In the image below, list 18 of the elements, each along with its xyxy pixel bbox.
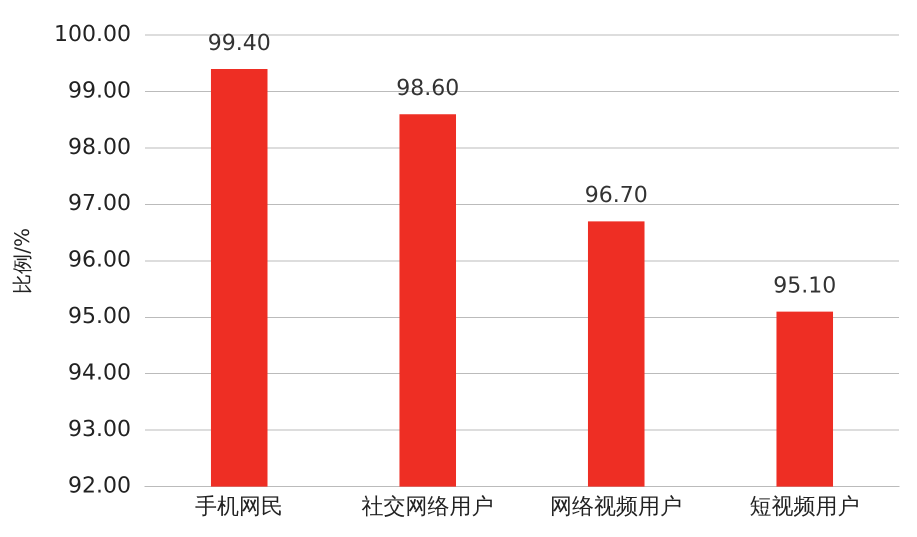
x-tick-label: 社交网络用户 [362,494,494,520]
data-label: 95.10 [773,273,836,298]
y-tick-label: 95.00 [68,304,131,330]
y-tick-label: 99.00 [68,78,131,104]
y-axis-title: 比例/% [10,228,34,294]
x-tick-label: 短视频用户 [750,494,860,520]
x-tick-label: 网络视频用户 [550,494,682,520]
y-tick-label: 93.00 [68,416,131,442]
y-tick-label: 98.00 [68,134,131,160]
y-tick-label: 92.00 [68,473,131,498]
y-tick-label: 96.00 [68,248,131,273]
y-tick-label: 94.00 [68,360,131,386]
y-tick-label: 97.00 [68,191,131,216]
data-label: 96.70 [584,183,648,208]
x-tick-label: 手机网民 [195,494,284,520]
y-tick-label: 100.00 [54,22,131,47]
data-label: 99.40 [208,30,271,56]
data-label: 98.60 [396,76,460,101]
